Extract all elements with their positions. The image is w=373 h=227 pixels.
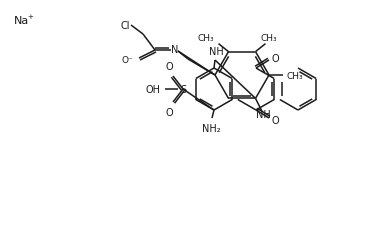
Text: NH: NH [209, 47, 223, 57]
Text: OH: OH [146, 85, 161, 95]
Text: Cl: Cl [120, 21, 130, 31]
Text: N: N [171, 45, 179, 55]
Text: O: O [271, 116, 279, 126]
Text: CH₃: CH₃ [260, 33, 277, 42]
Text: Na: Na [14, 16, 29, 26]
Text: O: O [165, 108, 173, 118]
Text: CH₃: CH₃ [287, 71, 304, 80]
Text: NH₂: NH₂ [202, 123, 220, 133]
Text: O⁻: O⁻ [121, 55, 133, 64]
Text: +: + [27, 14, 33, 20]
Text: O: O [271, 54, 279, 64]
Text: CH₃: CH₃ [198, 33, 214, 42]
Text: S: S [180, 85, 186, 95]
Text: NH: NH [256, 110, 271, 120]
Text: O: O [165, 62, 173, 72]
